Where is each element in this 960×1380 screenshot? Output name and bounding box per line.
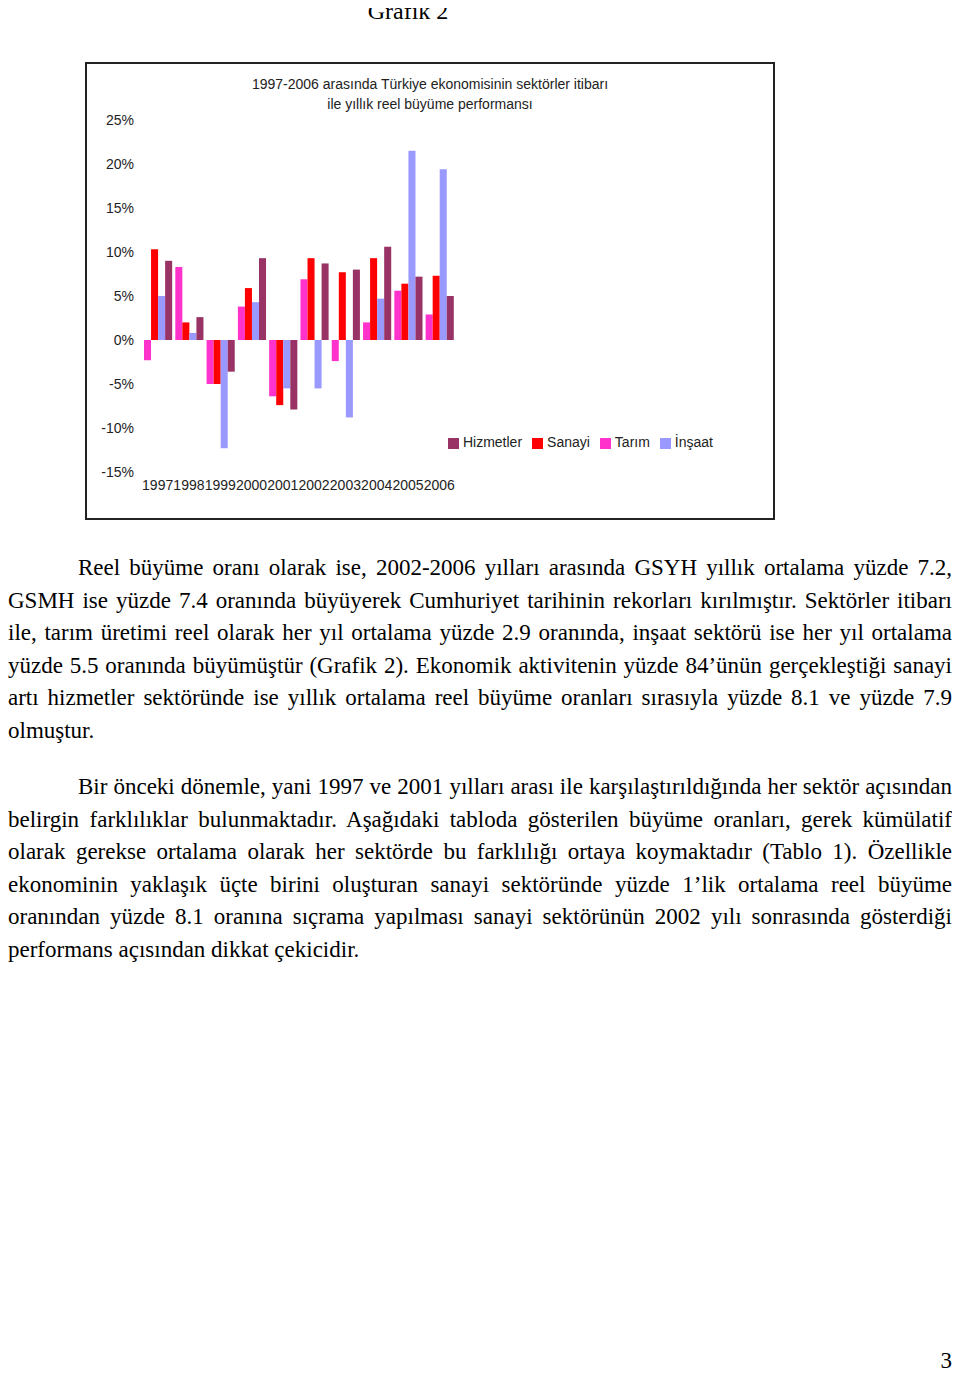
- html-text:İnşaat: İnşaat: [674, 434, 713, 450]
- svg-text:2003: 2003: [330, 477, 361, 493]
- svg-text:2004: 2004: [361, 477, 392, 493]
- svg-text:1998: 1998: [173, 477, 204, 493]
- html-text:Hizmetler: Hizmetler: [462, 434, 522, 450]
- svg-text:10%: 10%: [106, 244, 134, 260]
- html-text:Reel büyüme oranı olarak ise,: Reel büyüme oranı olarak ise, 2002-2006 …: [8, 555, 952, 743]
- svg-text:2000: 2000: [236, 477, 267, 493]
- svg-text:20%: 20%: [106, 156, 134, 172]
- html-text:Bir önceki dönemle, yani 1997: Bir önceki dönemle, yani 1997 ve 2001 yı…: [8, 774, 952, 962]
- svg-text:2005: 2005: [392, 477, 423, 493]
- svg-text:25%: 25%: [106, 112, 134, 128]
- html-text:Tarım: Tarım: [614, 434, 650, 450]
- svg-text:5%: 5%: [114, 288, 134, 304]
- svg-text:0%: 0%: [114, 332, 134, 348]
- html-text:3: 3: [940, 1348, 952, 1373]
- svg-text:-15%: -15%: [101, 464, 134, 480]
- svg-text:2002: 2002: [299, 477, 330, 493]
- svg-text:1997: 1997: [142, 477, 173, 493]
- html-text:1997-2006 arasında Türkiye eko: 1997-2006 arasında Türkiye ekonomisinin …: [251, 76, 609, 112]
- svg-text:1999: 1999: [205, 477, 236, 493]
- svg-text:2001: 2001: [267, 477, 298, 493]
- html-text:Sanayi: Sanayi: [547, 434, 590, 450]
- svg-text:-5%: -5%: [109, 376, 134, 392]
- svg-text:-10%: -10%: [101, 420, 134, 436]
- svg-text:15%: 15%: [106, 200, 134, 216]
- svg-text:2006: 2006: [424, 477, 455, 493]
